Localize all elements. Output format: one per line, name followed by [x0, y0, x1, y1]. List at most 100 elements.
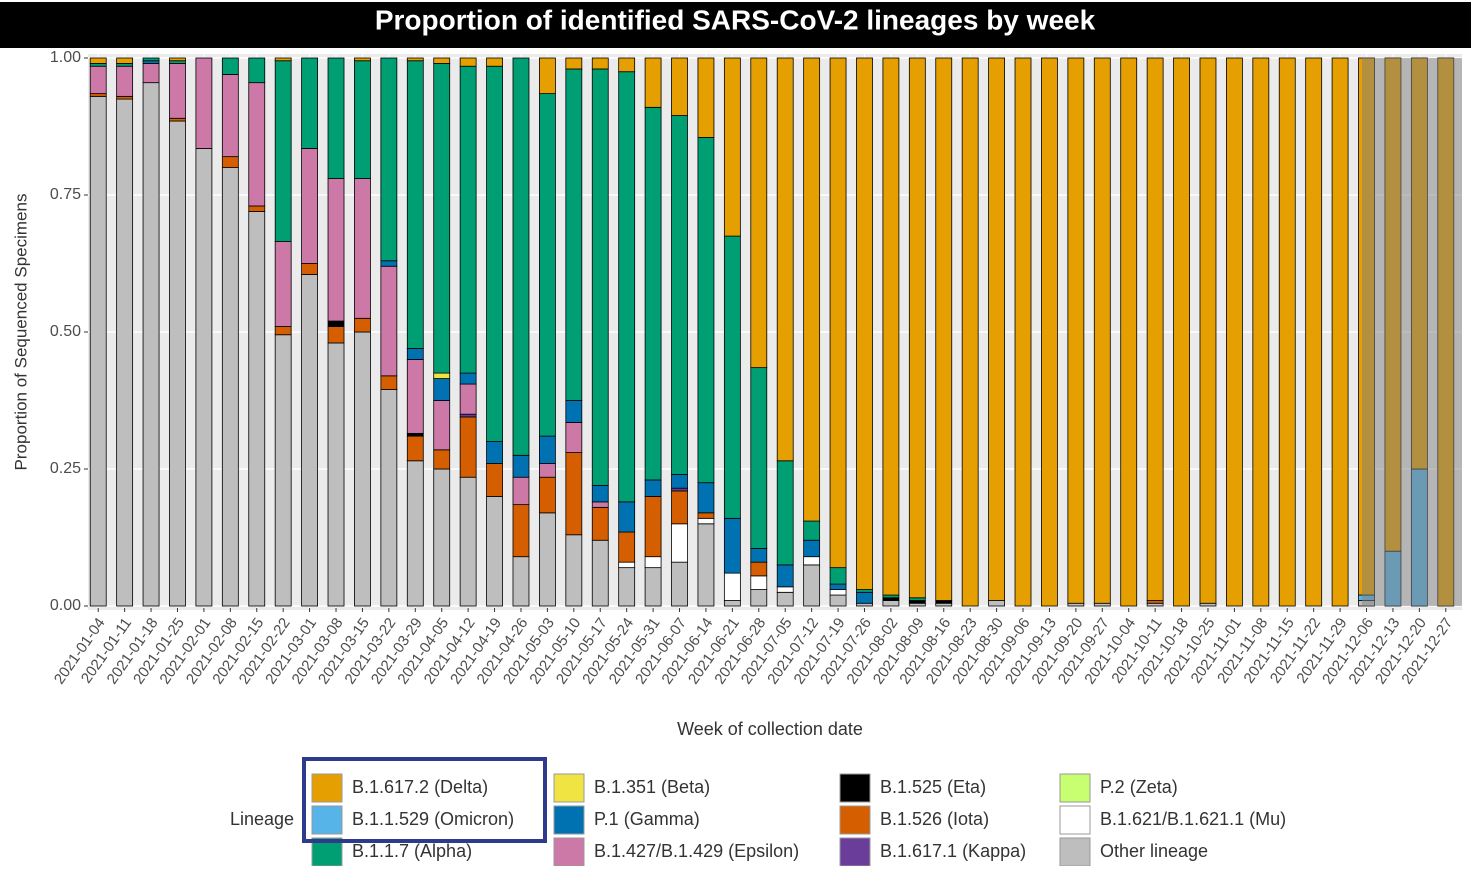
bar-segment	[380, 260, 398, 267]
legend-label: P.1 (Gamma)	[594, 809, 700, 829]
bar-segment	[486, 441, 503, 464]
bar-segment	[618, 57, 636, 73]
bar-segment	[327, 57, 345, 179]
bar-segment	[935, 602, 953, 607]
bar-segment	[935, 57, 953, 601]
bar-segment	[776, 591, 794, 607]
bar-segment	[644, 57, 662, 108]
bar-segment	[618, 561, 636, 569]
bar-segment	[274, 241, 292, 327]
bar-segment	[486, 65, 503, 443]
bar-segment	[591, 68, 609, 486]
legend-label: B.1.1.7 (Alpha)	[352, 841, 472, 861]
bar-segment	[406, 57, 424, 62]
bar-segment	[221, 156, 239, 168]
bar-segment	[697, 512, 715, 519]
bar-segment	[195, 148, 213, 607]
bar-segment	[618, 71, 636, 503]
bar-segment	[459, 57, 477, 67]
bar-segment	[988, 57, 1005, 601]
bar-segment	[1199, 57, 1217, 604]
bar-segment	[89, 63, 107, 67]
y-tick-label: 0.25	[50, 460, 81, 477]
bar-segment	[1146, 600, 1164, 604]
bar-segment	[380, 265, 398, 377]
bar-segment	[935, 600, 953, 604]
legend-title: Lineage	[230, 809, 294, 829]
bar-segment	[248, 205, 266, 212]
bar-segment	[221, 167, 239, 607]
bar-segment	[116, 57, 134, 64]
bar-segment	[697, 517, 715, 525]
bar-segment	[539, 463, 556, 478]
bar-segment	[248, 211, 266, 607]
bar-segment	[829, 583, 847, 590]
bar-segment	[116, 63, 134, 67]
bar-segment	[512, 57, 530, 456]
legend-label: B.1.351 (Beta)	[594, 777, 710, 797]
title-bar	[0, 2, 1471, 48]
bar-segment	[856, 589, 873, 593]
bar-segment	[116, 95, 134, 100]
bar-segment	[565, 534, 583, 607]
bar-segment	[591, 57, 609, 70]
bar-segment	[829, 589, 847, 596]
bar-segment	[406, 358, 424, 434]
bar-segment	[539, 476, 556, 514]
bar-segment	[1146, 57, 1164, 601]
bar-segment	[327, 178, 345, 322]
bar-segment	[327, 326, 345, 344]
bar-segment	[1014, 57, 1032, 607]
bar-segment	[908, 57, 926, 599]
bar-segment	[1173, 57, 1190, 607]
bars	[89, 57, 1455, 607]
y-tick-label: 1.00	[50, 49, 81, 66]
bar-segment	[433, 449, 451, 470]
bar-segment	[671, 487, 688, 492]
bar-segment	[380, 375, 398, 390]
bar-segment	[1067, 602, 1085, 607]
bar-segment	[433, 372, 451, 379]
bar-segment	[301, 274, 318, 607]
bar-segment	[274, 334, 292, 607]
bar-segment	[618, 567, 636, 607]
bar-segment	[1331, 57, 1349, 607]
bar-segment	[89, 57, 107, 64]
bar-segment	[539, 93, 556, 437]
bar-segment	[565, 452, 583, 536]
bar-segment	[697, 523, 715, 607]
bar-segment	[486, 57, 503, 67]
legend-key	[553, 805, 585, 835]
legend-label: Other lineage	[1100, 841, 1208, 861]
bar-segment	[565, 422, 583, 453]
y-tick-label: 0.50	[50, 323, 81, 340]
bar-segment	[829, 594, 847, 607]
bar-segment	[723, 517, 741, 574]
bar-segment	[750, 575, 768, 590]
bar-segment	[829, 567, 847, 585]
bar-segment	[301, 148, 318, 264]
bar-segment	[169, 117, 186, 122]
bar-segment	[354, 178, 371, 319]
bar-segment	[723, 57, 741, 237]
bar-segment	[459, 476, 477, 607]
x-axis-label: Week of collection date	[677, 719, 863, 739]
bar-segment	[1199, 602, 1217, 607]
bar-segment	[459, 416, 477, 478]
legend-key	[839, 805, 871, 835]
bar-segment	[1146, 602, 1164, 607]
bar-segment	[644, 495, 662, 558]
bar-segment	[882, 597, 900, 601]
bar-segment	[354, 57, 371, 62]
bar-segment	[512, 556, 530, 607]
bar-segment	[697, 482, 715, 514]
bar-segment	[406, 432, 424, 437]
legend-key	[839, 773, 871, 803]
bar-segment	[961, 57, 979, 607]
bar-segment	[486, 463, 503, 497]
bar-segment	[776, 460, 794, 566]
bar-segment	[750, 548, 768, 563]
bar-segment	[908, 600, 926, 604]
